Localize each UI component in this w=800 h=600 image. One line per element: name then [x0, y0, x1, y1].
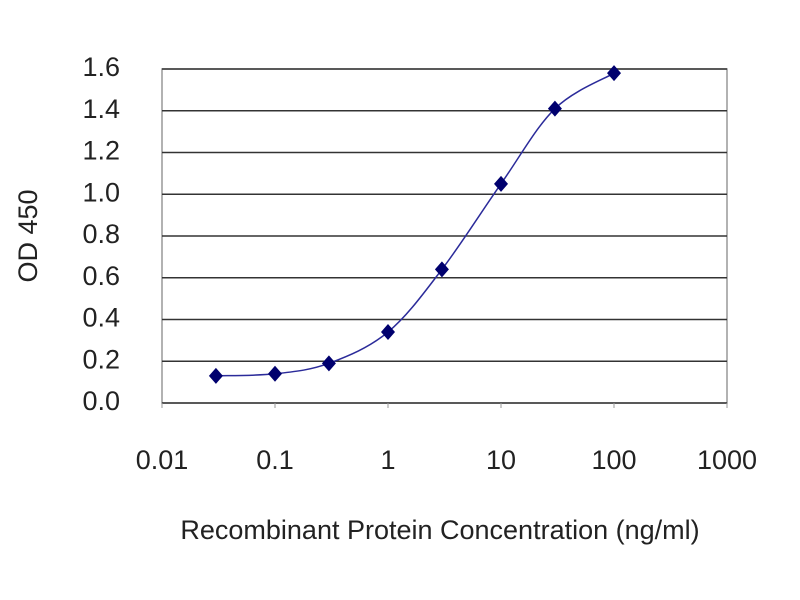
- data-point: [208, 367, 223, 384]
- y-tick-label: 0.2: [82, 344, 120, 374]
- data-point: [381, 324, 395, 341]
- y-tick-label: 0.6: [82, 261, 120, 291]
- x-axis-label: Recombinant Protein Concentration (ng/ml…: [180, 515, 699, 545]
- y-tick-label: 1.2: [82, 136, 120, 166]
- x-tick-label: 10: [486, 445, 516, 475]
- data-point: [607, 65, 621, 82]
- data-line: [215, 72, 615, 377]
- y-tick-label: 0.4: [82, 303, 120, 333]
- data-point: [321, 355, 336, 372]
- x-tick-label: 100: [591, 445, 636, 475]
- y-axis-label: OD 450: [13, 189, 43, 282]
- y-tick-label: 1.4: [82, 94, 120, 124]
- data-point: [268, 365, 282, 382]
- data-point: [494, 175, 508, 192]
- x-tick-label: 0.1: [256, 445, 294, 475]
- x-tick-label: 1: [380, 445, 395, 475]
- y-tick-label: 1.6: [82, 52, 120, 82]
- y-tick-label: 1.0: [82, 177, 120, 207]
- data-point: [434, 261, 449, 278]
- x-tick-label: 0.01: [136, 445, 189, 475]
- x-tick-label: 1000: [697, 445, 757, 475]
- data-point: [547, 100, 562, 117]
- y-tick-label: 0.0: [82, 386, 120, 416]
- y-tick-label: 0.8: [82, 219, 120, 249]
